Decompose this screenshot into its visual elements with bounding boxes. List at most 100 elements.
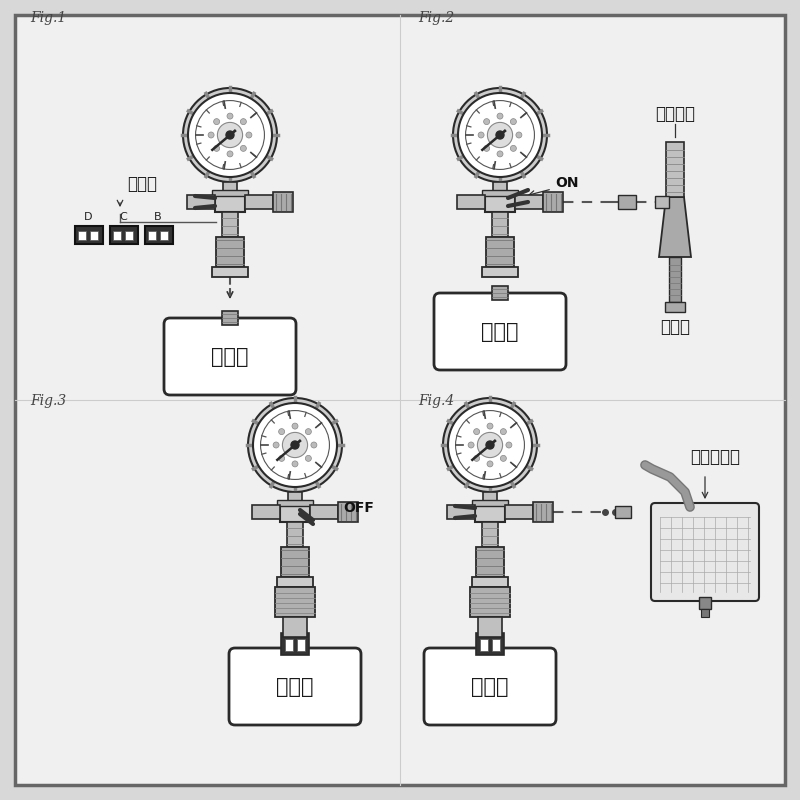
Bar <box>665 302 685 312</box>
Circle shape <box>506 442 512 448</box>
Bar <box>493 182 507 194</box>
Text: ON: ON <box>555 176 578 190</box>
Bar <box>283 617 307 637</box>
Bar <box>145 226 173 244</box>
Circle shape <box>311 442 317 448</box>
Circle shape <box>516 132 522 138</box>
Bar <box>470 587 510 617</box>
Circle shape <box>227 113 233 119</box>
Circle shape <box>253 403 337 487</box>
Circle shape <box>183 88 277 182</box>
FancyBboxPatch shape <box>164 318 296 395</box>
Circle shape <box>474 429 480 434</box>
Bar <box>483 492 497 504</box>
Bar <box>277 577 313 587</box>
Bar <box>475 502 505 522</box>
Bar <box>110 226 138 244</box>
Bar <box>252 505 280 519</box>
Circle shape <box>458 93 542 177</box>
Text: B: B <box>154 212 162 222</box>
Bar <box>492 639 500 651</box>
Bar <box>275 587 315 617</box>
Bar <box>281 633 309 655</box>
Bar <box>701 609 709 617</box>
Bar <box>212 190 248 196</box>
Bar <box>476 633 504 655</box>
Circle shape <box>214 118 220 125</box>
Circle shape <box>448 403 532 487</box>
Text: 真空泵: 真空泵 <box>660 318 690 336</box>
Bar <box>486 237 514 267</box>
Bar <box>285 639 293 651</box>
Text: 空气连接: 空气连接 <box>655 105 695 123</box>
Circle shape <box>292 423 298 429</box>
Circle shape <box>510 118 516 125</box>
Circle shape <box>306 455 311 462</box>
Circle shape <box>468 442 474 448</box>
Bar <box>618 195 636 209</box>
Polygon shape <box>659 197 691 257</box>
Bar <box>485 192 515 212</box>
Circle shape <box>478 432 502 458</box>
Bar <box>78 231 86 240</box>
Bar <box>666 142 684 197</box>
FancyBboxPatch shape <box>651 503 759 601</box>
Bar <box>515 195 543 209</box>
Circle shape <box>282 432 308 458</box>
Bar <box>222 212 238 237</box>
Bar <box>492 286 508 300</box>
Bar <box>148 231 156 240</box>
Text: Fig.2: Fig.2 <box>418 11 454 25</box>
Circle shape <box>500 429 506 434</box>
Text: D: D <box>84 212 92 222</box>
Text: Fig.1: Fig.1 <box>30 11 66 25</box>
Bar <box>543 192 563 212</box>
Circle shape <box>487 461 493 467</box>
Bar <box>297 639 305 651</box>
Circle shape <box>497 151 503 157</box>
Text: OFF: OFF <box>343 501 374 515</box>
Circle shape <box>248 398 342 492</box>
Bar <box>478 617 502 637</box>
Bar <box>492 212 508 237</box>
Circle shape <box>214 146 220 151</box>
Bar <box>245 195 273 209</box>
Circle shape <box>496 131 504 139</box>
Bar <box>447 505 475 519</box>
Text: 冷却液软管: 冷却液软管 <box>690 448 740 466</box>
Circle shape <box>474 455 480 462</box>
Circle shape <box>453 88 547 182</box>
Text: Fig.3: Fig.3 <box>30 394 66 408</box>
Text: 散热器: 散热器 <box>211 347 249 367</box>
Circle shape <box>226 131 234 139</box>
Circle shape <box>188 93 272 177</box>
Circle shape <box>486 441 494 449</box>
Text: C: C <box>119 212 127 222</box>
Bar <box>505 505 533 519</box>
Text: Fig.4: Fig.4 <box>418 394 454 408</box>
Text: 散热器: 散热器 <box>482 322 518 342</box>
Bar <box>480 639 488 651</box>
Bar <box>280 502 310 522</box>
Bar <box>288 492 302 504</box>
Bar <box>482 190 518 196</box>
Bar <box>212 267 248 277</box>
Circle shape <box>240 118 246 125</box>
Circle shape <box>227 151 233 157</box>
Bar <box>533 502 553 522</box>
Bar <box>472 500 508 506</box>
Circle shape <box>246 132 252 138</box>
Bar <box>655 196 669 208</box>
Circle shape <box>443 398 537 492</box>
Circle shape <box>291 441 299 449</box>
Bar <box>222 311 238 325</box>
Bar <box>160 231 168 240</box>
Circle shape <box>487 423 493 429</box>
Bar <box>277 500 313 506</box>
Bar <box>216 237 244 267</box>
Circle shape <box>240 146 246 151</box>
Bar <box>287 522 303 547</box>
Bar <box>482 522 498 547</box>
Text: 散热器: 散热器 <box>276 677 314 697</box>
Bar <box>90 231 98 240</box>
